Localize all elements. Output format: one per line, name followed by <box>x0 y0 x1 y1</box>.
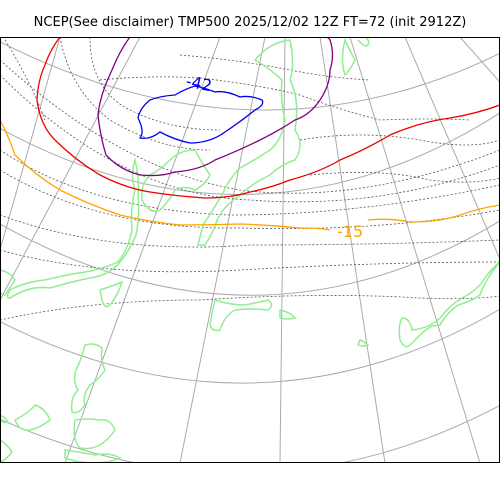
isotherm-line <box>309 172 500 183</box>
isotherm-orange <box>0 119 331 231</box>
meridian-line <box>319 37 386 463</box>
parallel-line <box>0 41 500 111</box>
coastline <box>14 404 51 432</box>
isotherm-line <box>0 169 500 230</box>
coastline <box>357 339 370 347</box>
isotherm-label-minus15: -15 <box>337 222 363 241</box>
meridian-line <box>279 37 286 463</box>
isotherm-line <box>0 295 500 321</box>
coastline <box>209 299 273 332</box>
isotherm-line <box>0 59 500 194</box>
coastline <box>70 343 106 414</box>
isotherm-line <box>0 149 500 216</box>
isotherm-line <box>99 76 471 121</box>
isotherm-purple <box>97 37 334 177</box>
minor-isotherms <box>0 37 500 321</box>
isotherm-line <box>0 214 500 248</box>
coastline <box>357 37 370 47</box>
meridian-line <box>64 37 221 463</box>
meridian-line <box>459 37 500 83</box>
isotherm-line <box>299 134 500 146</box>
parallel-line <box>0 404 500 463</box>
isotherm-line <box>179 54 371 81</box>
coastline <box>64 449 122 463</box>
coastline <box>0 414 10 424</box>
parallel-line <box>0 308 500 384</box>
graticule <box>0 37 500 463</box>
isotherm-line <box>0 249 500 273</box>
coastline <box>0 269 16 296</box>
isotherm-line <box>0 74 500 203</box>
parallel-line <box>0 112 500 195</box>
coastline <box>140 149 211 212</box>
coastline <box>279 309 297 320</box>
coastline <box>6 157 140 299</box>
isotherm-line <box>89 37 221 131</box>
isotherm-minus42 <box>137 85 264 144</box>
coastline <box>0 439 13 463</box>
coastline <box>398 261 500 348</box>
isotherm-red <box>36 37 500 199</box>
meridian-line <box>404 37 500 261</box>
isotherm-label-minus42: -42 <box>184 71 214 95</box>
map-frame-border <box>0 37 500 463</box>
isotherm-line <box>4 39 46 121</box>
isotherm-orange-east <box>367 204 500 223</box>
coastline <box>73 418 116 450</box>
meridian-line <box>349 37 481 463</box>
coastlines <box>0 37 500 463</box>
parallel-line <box>0 220 500 296</box>
coastline <box>197 39 301 246</box>
coastline <box>99 280 124 308</box>
coastline <box>341 37 356 77</box>
meridian-line <box>179 37 266 463</box>
map-title: NCEP(See disclaimer) TMP500 2025/12/02 1… <box>33 15 467 30</box>
